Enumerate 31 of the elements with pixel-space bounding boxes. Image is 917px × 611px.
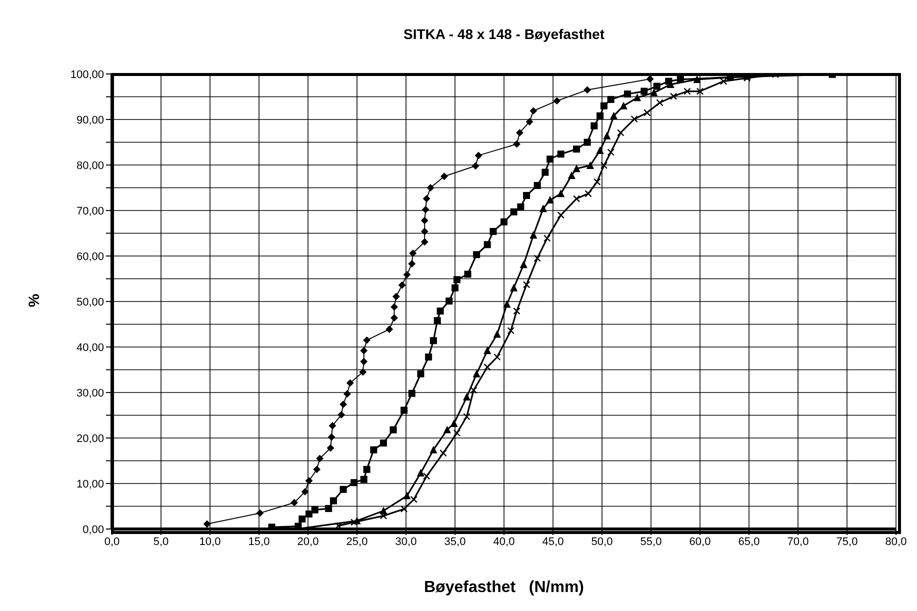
y-tick-label: 30,00 [76, 387, 104, 400]
y-tick-label: 100,00 [70, 68, 104, 81]
chart-title: SITKA - 48 x 148 - Bøyefasthet [402, 26, 606, 42]
x-tick-label: 35,0 [444, 536, 466, 548]
x-tick-label: 55,0 [640, 536, 662, 548]
y-tick-label: 0,00 [82, 524, 104, 536]
x-tick-label: 15,0 [248, 536, 270, 548]
x-tick-label: 75,0 [836, 536, 858, 548]
y-tick-label: 40,00 [76, 342, 104, 354]
x-tick-label: 80,0 [885, 536, 907, 548]
y-tick-label: 50,00 [76, 296, 104, 308]
y-tick-label: 80,00 [76, 160, 104, 172]
x-tick-label: 65,0 [738, 536, 760, 548]
y-axis-title: % [26, 293, 44, 307]
x-tick-label: 25,0 [346, 536, 368, 548]
x-tick-label: 10,0 [199, 536, 221, 548]
x-tick-label: 50,0 [591, 536, 613, 548]
y-tick-label: 70,00 [76, 205, 104, 218]
x-tick-label: 5,0 [153, 536, 169, 548]
y-tick-label: 60,00 [76, 250, 104, 263]
x-tick-label: 20,0 [297, 536, 319, 548]
x-tick-label: 70,0 [787, 536, 809, 548]
x-tick-label: 45,0 [542, 536, 564, 548]
y-tick-label: 10,00 [76, 478, 104, 490]
x-tick-label: 0,0 [104, 536, 120, 548]
x-tick-label: 30,0 [395, 536, 417, 548]
y-tick-label: 20,00 [76, 432, 104, 445]
x-tick-label: 40,0 [493, 536, 515, 548]
x-axis-title: Bøyefasthet (N/mm) [422, 579, 586, 597]
x-tick-label: 60,0 [689, 536, 711, 548]
y-tick-label: 90,00 [76, 114, 104, 126]
